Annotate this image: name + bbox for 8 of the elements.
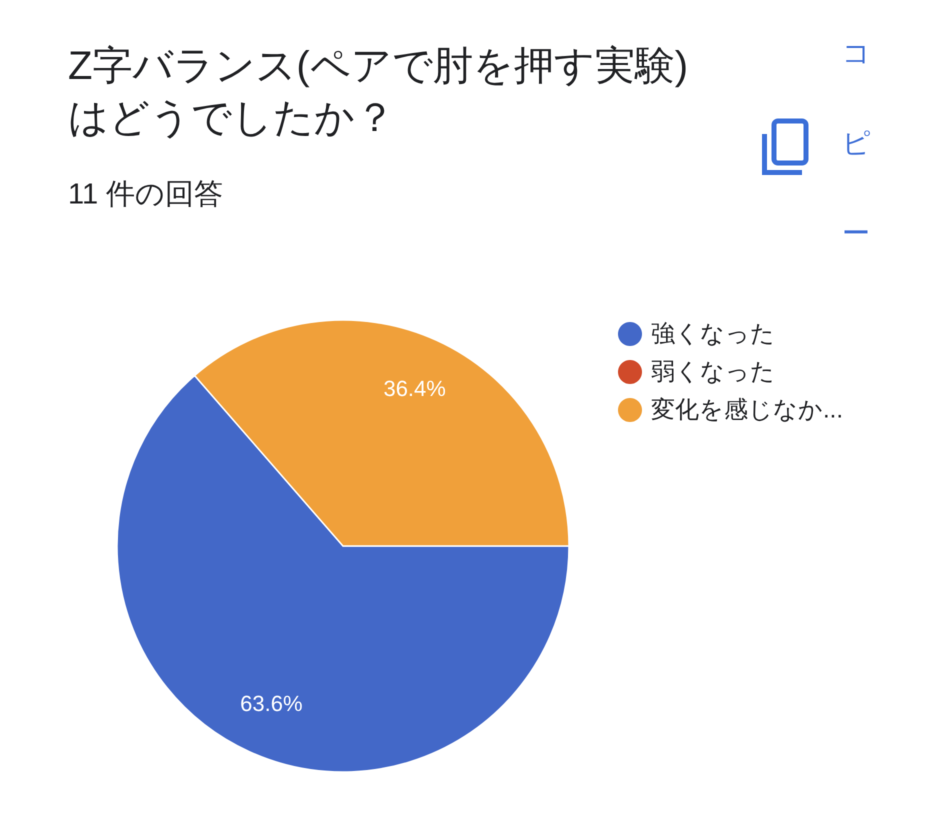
legend-label: 弱くなった xyxy=(651,358,775,386)
legend-label: 変化を感じなか... xyxy=(651,396,844,424)
data-label: 36.4% xyxy=(383,376,446,402)
text: コピー xyxy=(842,38,871,248)
chart-subtitle: 11 件の回答 xyxy=(68,178,224,210)
legend-label: 強くなった xyxy=(651,320,775,348)
data-label: 63.6% xyxy=(240,690,303,716)
chart-title: Z字バランス(ペアで肘を押す実験)はどうでしたか？ xyxy=(68,44,688,140)
